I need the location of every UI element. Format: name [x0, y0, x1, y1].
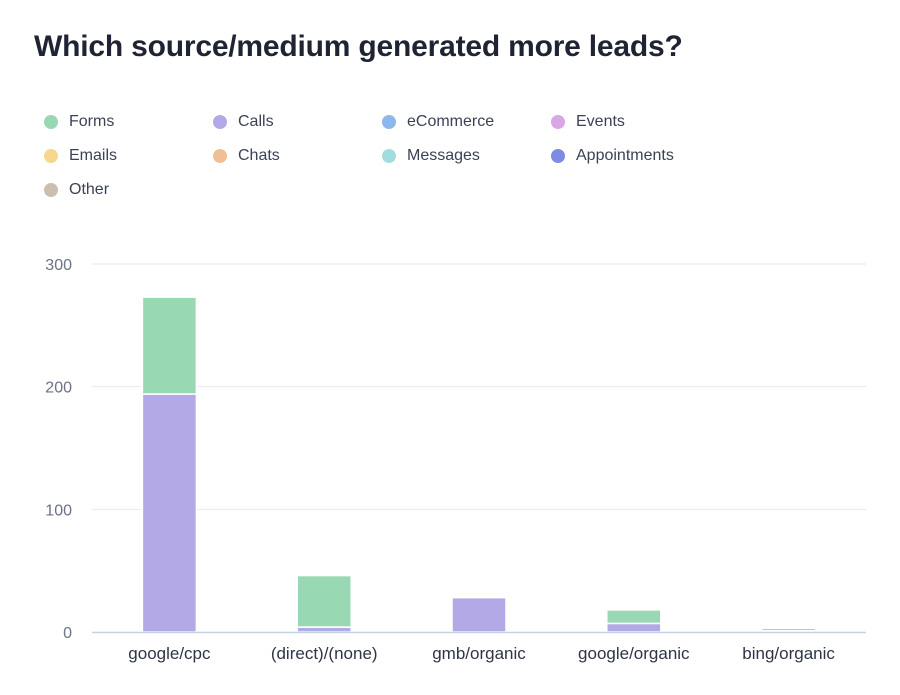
legend-item-ecommerce[interactable]: eCommerce: [382, 110, 551, 134]
legend-swatch-forms: [44, 115, 58, 129]
bar-google-organic-forms[interactable]: [606, 609, 662, 625]
legend-swatch-calls: [213, 115, 227, 129]
axis-labels: 0 100 200 300 google/cpc (direct)/(none) gmb/o…: [45, 257, 835, 663]
x-tick-label: google/cpc: [128, 644, 211, 663]
y-tick-label: 200: [45, 380, 72, 397]
bar-gmb-organic-calls[interactable]: [451, 596, 507, 633]
legend-label: Calls: [238, 113, 274, 130]
bar-direct-none-forms[interactable]: [296, 574, 352, 628]
legend-label: Messages: [407, 147, 480, 164]
legend-item-appointments[interactable]: Appointments: [551, 144, 720, 168]
bar-google-organic-calls[interactable]: [606, 622, 662, 633]
legend-item-messages[interactable]: Messages: [382, 144, 551, 168]
legend-swatch-events: [551, 115, 565, 129]
legend-item-forms[interactable]: Forms: [44, 110, 213, 134]
legend-label: eCommerce: [407, 113, 495, 130]
legend-swatch-appointments: [551, 149, 565, 163]
x-tick-label: google/organic: [578, 644, 690, 663]
bars: [141, 296, 817, 633]
gridlines: [92, 263, 866, 510]
y-tick-label: 0: [63, 625, 72, 642]
legend: Forms Calls eCommerce Events Emails Chats Mess…: [44, 110, 764, 212]
legend-label: Forms: [69, 113, 115, 130]
legend-swatch-messages: [382, 149, 396, 163]
chart-title: Which source/medium generated more leads…: [34, 30, 683, 63]
y-tick-label: 300: [45, 257, 72, 274]
y-tick-label: 100: [45, 502, 72, 519]
legend-item-emails[interactable]: Emails: [44, 144, 213, 168]
bar-bing-organic-forms[interactable]: [760, 627, 817, 632]
legend-label: Emails: [69, 147, 118, 164]
x-tick-label: (direct)/(none): [271, 644, 378, 663]
bar-google-cpc-forms[interactable]: [141, 296, 198, 395]
legend-label: Appointments: [576, 147, 674, 164]
legend-label: Other: [69, 181, 110, 198]
legend-item-other[interactable]: Other: [44, 178, 213, 202]
legend-item-chats[interactable]: Chats: [213, 144, 382, 168]
legend-swatch-ecommerce: [382, 115, 396, 129]
legend-swatch-chats: [213, 149, 227, 163]
legend-item-events[interactable]: Events: [551, 110, 720, 134]
legend-swatch-emails: [44, 149, 58, 163]
legend-label: Chats: [238, 147, 280, 164]
legend-item-calls[interactable]: Calls: [213, 110, 382, 134]
legend-label: Events: [576, 113, 625, 130]
x-tick-label: bing/organic: [742, 644, 835, 663]
x-tick-label: gmb/organic: [432, 644, 526, 663]
bar-google-cpc-calls[interactable]: [141, 393, 198, 633]
legend-swatch-other: [44, 183, 58, 197]
